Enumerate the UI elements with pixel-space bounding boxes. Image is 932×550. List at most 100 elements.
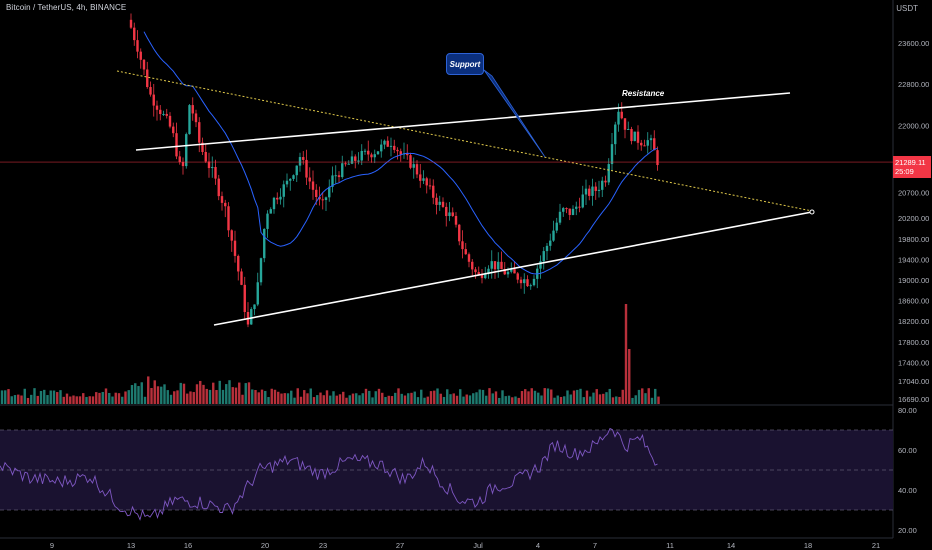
rsi-tick-label: 20.00 xyxy=(898,526,917,535)
price-tick-label: 19400.00 xyxy=(898,255,929,264)
volume-bar xyxy=(459,389,462,404)
volume-bar xyxy=(550,389,553,404)
volume-bar xyxy=(390,396,394,404)
volume-bar xyxy=(364,388,368,404)
candle-body xyxy=(636,131,640,143)
rsi-tick-label: 40.00 xyxy=(898,486,917,495)
candle-body xyxy=(513,269,516,274)
volume-bar xyxy=(30,394,33,404)
price-tick-label: 18600.00 xyxy=(898,297,929,306)
volume-bar xyxy=(621,389,624,404)
chart-title: Bitcoin / TetherUS, 4h, BINANCE xyxy=(6,3,127,12)
volume-bar xyxy=(75,396,78,404)
volume-bar xyxy=(208,389,212,404)
candle-body xyxy=(435,197,438,205)
candle-body xyxy=(601,180,604,190)
volume-bar xyxy=(442,396,446,404)
candle-body xyxy=(367,150,370,155)
candle-body xyxy=(490,261,493,269)
volume-bar xyxy=(569,394,572,404)
support-callout[interactable]: Support xyxy=(446,53,484,75)
candle-body xyxy=(263,228,266,259)
resistance-label: Resistance xyxy=(622,89,665,98)
volume-bar xyxy=(296,388,299,404)
volume-bar xyxy=(280,393,283,404)
volume-bar xyxy=(88,396,91,404)
candle-body xyxy=(347,163,350,165)
volume-bar xyxy=(546,388,550,404)
volume-bar xyxy=(468,395,472,404)
candle-body xyxy=(532,278,536,286)
candle-body xyxy=(484,273,487,279)
last-price-value: 21289.11 xyxy=(895,158,926,168)
volume-bar xyxy=(520,391,524,404)
volume-bar xyxy=(501,390,504,404)
volume-bar xyxy=(137,386,140,404)
candle-body xyxy=(149,87,152,95)
volume-bar xyxy=(111,396,114,404)
candle-body xyxy=(471,261,474,270)
volume-bar xyxy=(507,395,511,404)
candle-body xyxy=(224,202,227,207)
candle-body xyxy=(256,282,259,305)
support-pointer xyxy=(483,69,546,158)
volume-bar xyxy=(13,395,17,404)
candle-body xyxy=(578,206,581,208)
volume-bar xyxy=(429,391,433,404)
volume-bar xyxy=(572,390,576,404)
candle-body xyxy=(168,115,172,127)
volume-bar xyxy=(26,397,30,404)
volume-bar xyxy=(420,389,423,404)
candle-body xyxy=(285,180,289,185)
volume-bar xyxy=(39,390,43,404)
candle-body xyxy=(282,184,285,197)
volume-bar xyxy=(147,376,150,404)
volume-bar xyxy=(553,397,556,404)
volume-bar xyxy=(637,389,641,404)
candle-body xyxy=(194,113,198,123)
volume-bar xyxy=(202,384,205,404)
candle-body xyxy=(295,165,298,176)
time-tick-label: 4 xyxy=(536,541,540,550)
volume-bar xyxy=(345,397,348,404)
volume-bar xyxy=(358,395,361,404)
volume-bar xyxy=(563,396,566,404)
candle-body xyxy=(188,105,191,135)
candle-body xyxy=(594,186,597,191)
rsi-tick-label: 80.00 xyxy=(898,406,917,415)
volume-bar xyxy=(439,393,442,404)
price-tick-label: 20700.00 xyxy=(898,188,929,197)
candle-body xyxy=(627,128,630,130)
candle-body xyxy=(487,268,490,274)
candle-body xyxy=(493,261,497,270)
candle-body xyxy=(220,196,224,203)
candle-body xyxy=(217,178,220,197)
candle-body xyxy=(432,185,435,198)
candle-body xyxy=(614,124,617,145)
candle-body xyxy=(165,113,168,116)
candle-body xyxy=(438,201,441,205)
volume-bar xyxy=(49,390,52,404)
volume-bar xyxy=(410,392,413,404)
volume-bar xyxy=(462,396,465,404)
volume-bar xyxy=(98,392,101,404)
candle-body xyxy=(139,51,142,60)
volume-bar xyxy=(644,393,647,404)
volume-bar xyxy=(618,396,621,404)
volume-bar xyxy=(384,396,387,404)
candle-body xyxy=(607,164,610,183)
candle-body xyxy=(458,224,461,242)
volume-bar xyxy=(306,393,309,404)
volume-bar xyxy=(182,383,186,404)
volume-bar xyxy=(4,390,7,404)
candle-body xyxy=(175,133,178,157)
candle-body xyxy=(360,150,363,161)
time-axis: 9 13 16 20 23 27 Jul 4 7 11 14 18 21 xyxy=(50,541,880,550)
candle-body xyxy=(581,194,584,208)
volume-bar xyxy=(615,396,618,404)
candle-body xyxy=(341,163,344,178)
volume-bar xyxy=(322,395,325,404)
volume-bar xyxy=(654,388,657,404)
candle-body xyxy=(555,222,558,231)
